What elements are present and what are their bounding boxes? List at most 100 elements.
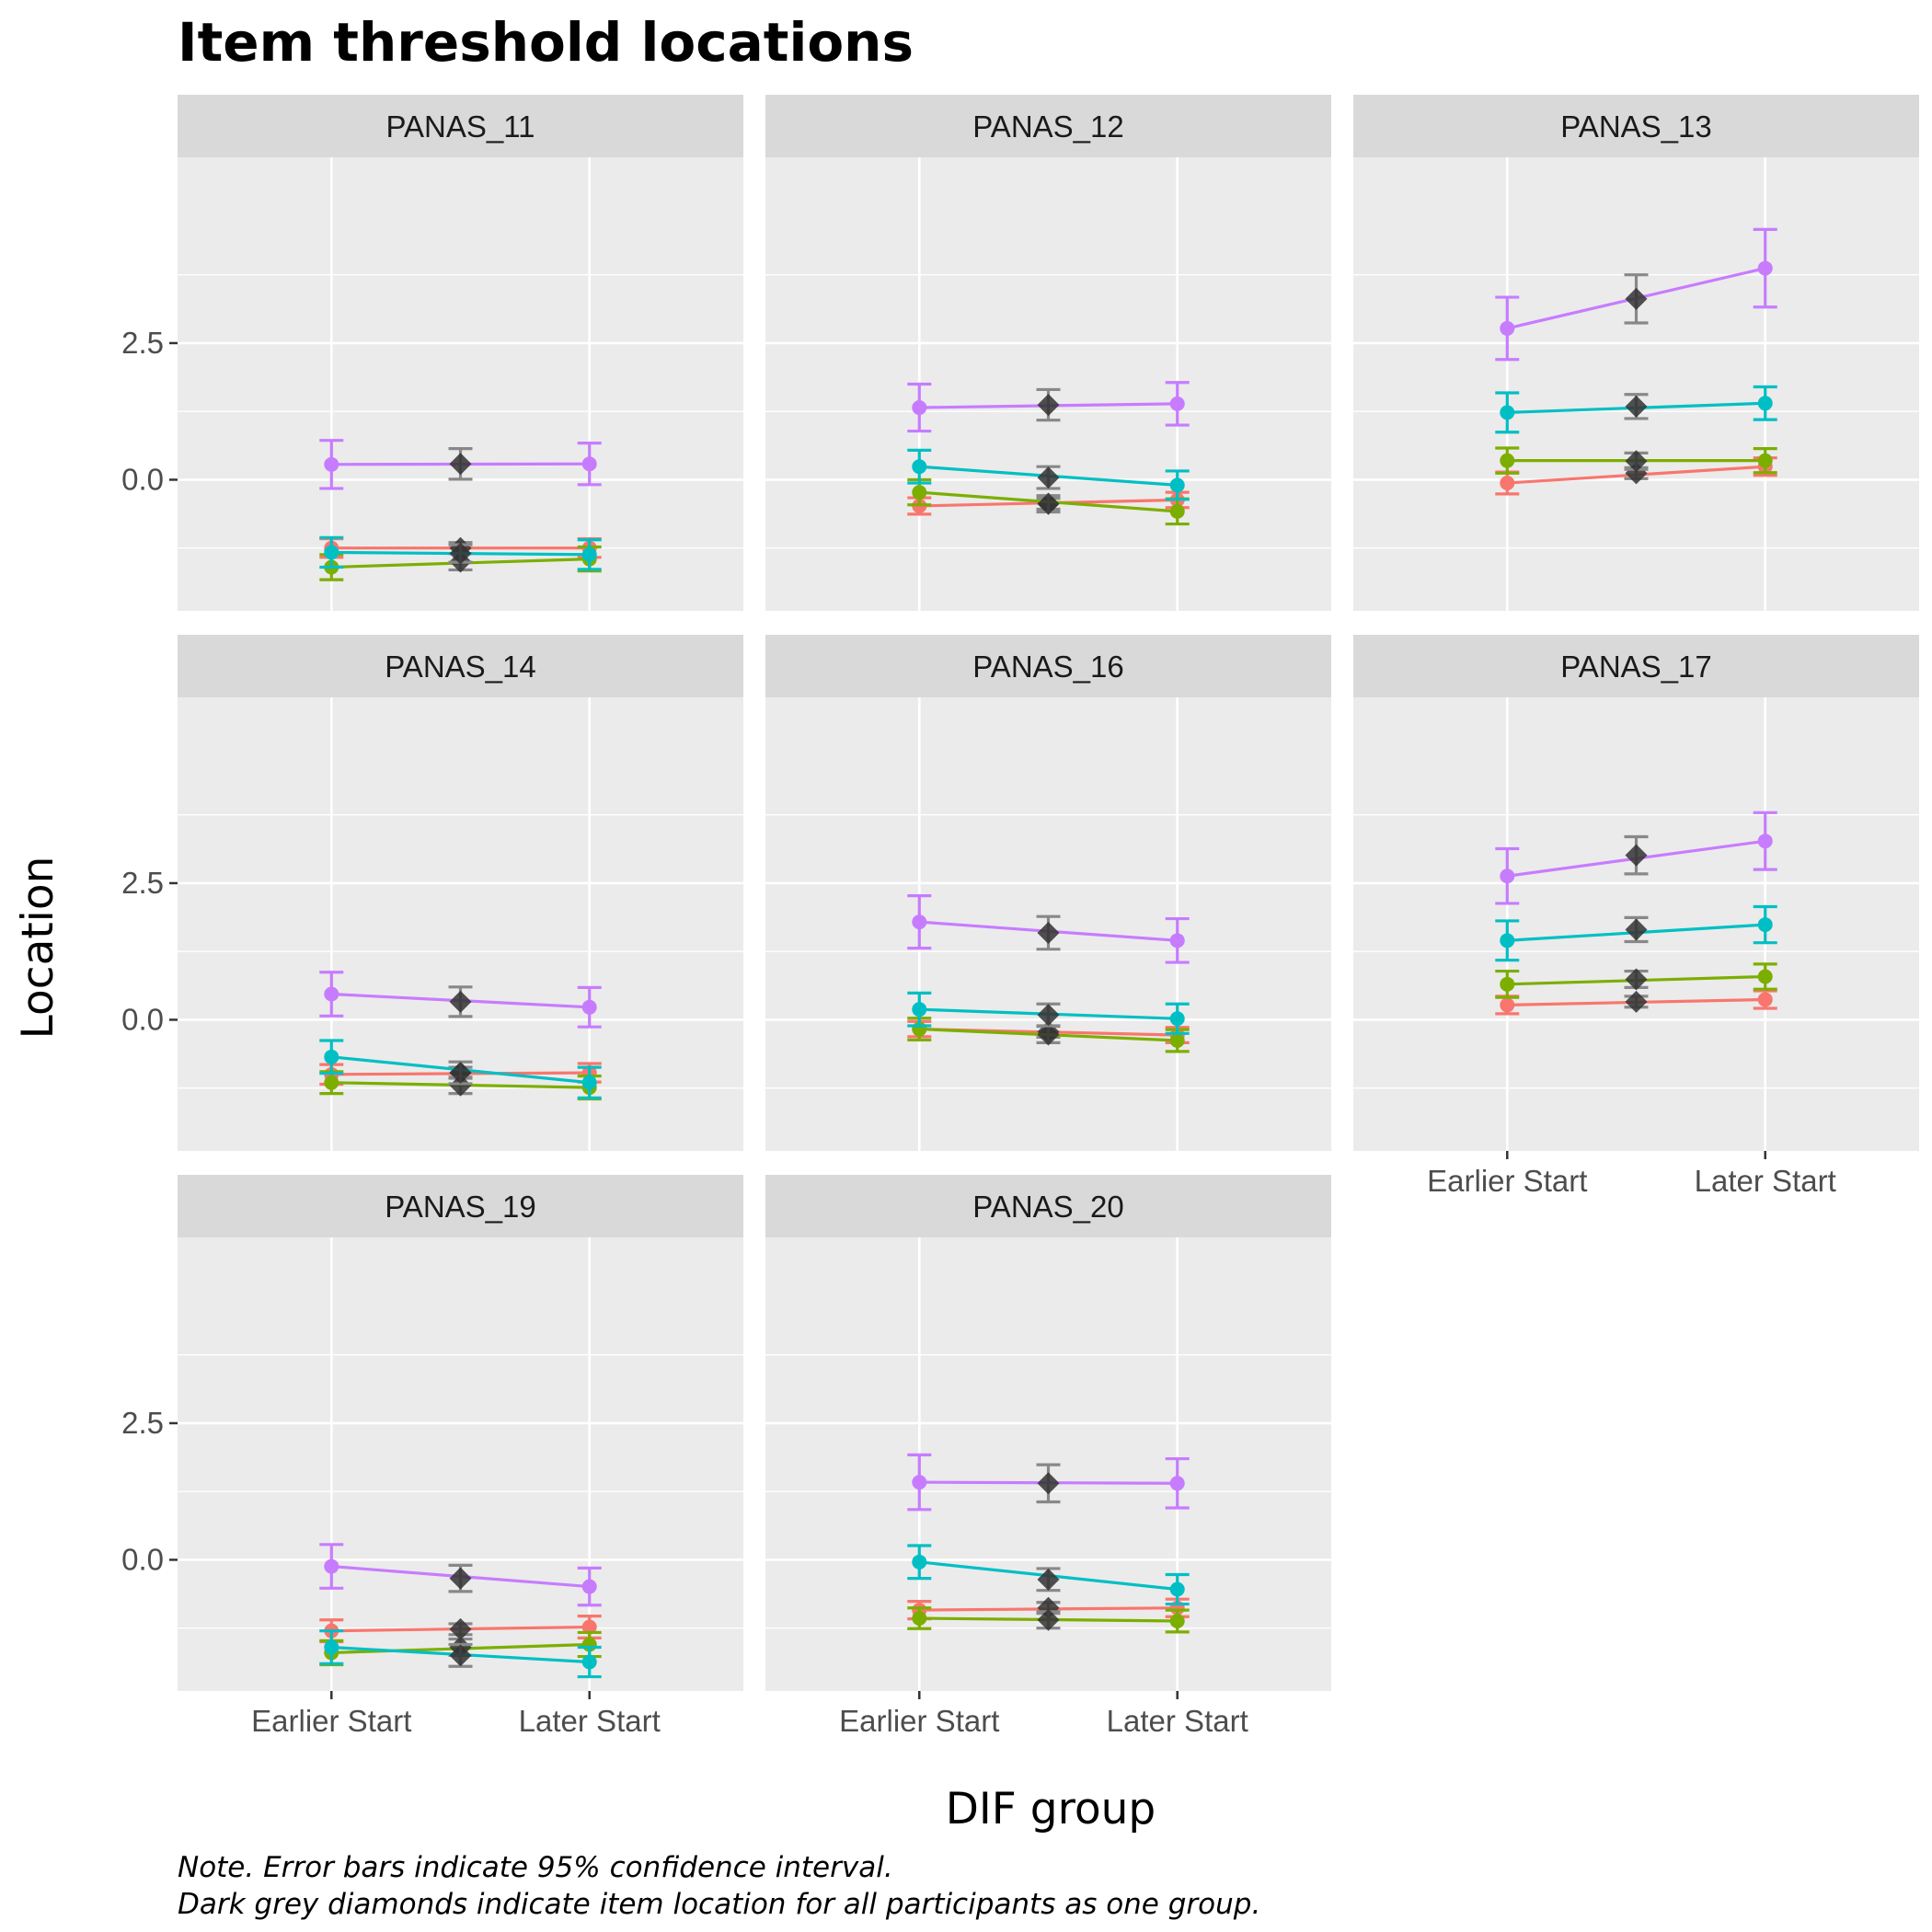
panel-panas-13: PANAS_13 <box>1353 95 1919 611</box>
panel-panas-12: PANAS_12 <box>765 95 1331 611</box>
overall-location <box>1036 387 1061 422</box>
data-point <box>1500 405 1515 420</box>
x-tick-label: Later Start <box>519 1704 661 1738</box>
data-point <box>324 1049 339 1064</box>
panel-panas-19: PANAS_19 <box>178 1175 743 1691</box>
panel-strip <box>1353 95 1919 157</box>
data-point <box>912 459 927 475</box>
data-point <box>1757 969 1773 984</box>
overall-diamond <box>1625 450 1648 473</box>
overall-diamond <box>1037 1608 1060 1631</box>
overall-diamond <box>1037 1472 1060 1495</box>
overall-diamond <box>1037 922 1060 945</box>
data-point <box>324 1639 339 1655</box>
data-point <box>1757 260 1773 276</box>
panel-strip-label: PANAS_19 <box>385 1190 535 1224</box>
threshold-series-1 <box>1495 456 1777 496</box>
panel-strip-label: PANAS_12 <box>972 109 1123 144</box>
overall-diamond <box>449 990 472 1013</box>
data-point <box>1757 834 1773 849</box>
overall-diamond <box>449 1644 472 1667</box>
overall-diamond <box>1625 918 1648 941</box>
data-point <box>1169 1033 1185 1049</box>
data-point <box>324 1075 339 1090</box>
y-axis-panas-14: 0.0 2.5 <box>121 866 178 1036</box>
data-point <box>1169 396 1185 411</box>
overall-diamond <box>1625 844 1648 867</box>
data-point <box>912 400 927 416</box>
data-point <box>1757 917 1773 933</box>
data-point <box>1757 992 1773 1007</box>
threshold-series-4 <box>1495 227 1777 362</box>
threshold-series-4 <box>319 439 602 490</box>
threshold-series-3 <box>319 1629 602 1679</box>
threshold-series-4 <box>907 1453 1190 1512</box>
data-point <box>1757 396 1773 411</box>
x-tick-label: Earlier Start <box>251 1704 411 1738</box>
threshold-series-2 <box>907 477 1190 526</box>
data-point <box>581 1654 597 1670</box>
threshold-series-4 <box>907 894 1190 964</box>
overall-diamond <box>1037 1568 1060 1591</box>
data-point <box>581 1579 597 1594</box>
overall-location <box>1036 1002 1061 1028</box>
panel-strip-label: PANAS_13 <box>1560 109 1711 144</box>
panel-strip <box>765 1175 1331 1237</box>
panel-strip <box>178 1175 743 1237</box>
overall-location <box>1036 914 1061 951</box>
panel-panas-20: PANAS_20 <box>765 1175 1331 1691</box>
chart-title: Item threshold locations <box>178 11 914 74</box>
data-point <box>912 1554 927 1570</box>
data-point <box>324 986 339 1002</box>
overall-location <box>1624 462 1649 485</box>
panel-strip-label: PANAS_16 <box>972 650 1123 684</box>
data-point <box>1500 868 1515 884</box>
overall-location <box>1624 990 1649 1013</box>
data-point <box>1169 1011 1185 1027</box>
threshold-series-4 <box>319 1543 602 1607</box>
y-axis-title: Location <box>13 857 63 1040</box>
data-point <box>1500 453 1515 468</box>
data-point <box>1169 1476 1185 1491</box>
data-point <box>1500 320 1515 336</box>
overall-diamond <box>449 1567 472 1590</box>
x-axes: Earlier Start Later Start Earlier Start Lat… <box>251 1151 1836 1738</box>
overall-diamond <box>1625 395 1648 418</box>
data-point <box>1169 933 1185 949</box>
panel-strip-label: PANAS_20 <box>972 1190 1123 1224</box>
overall-diamond <box>1625 990 1648 1013</box>
threshold-series-1 <box>319 1615 602 1644</box>
data-point <box>581 546 597 562</box>
overall-diamond <box>1625 968 1648 991</box>
data-point <box>581 456 597 472</box>
overall-location <box>1036 1463 1061 1504</box>
data-point <box>1169 477 1185 493</box>
overall-location <box>448 446 473 481</box>
x-tick-label: Earlier Start <box>1427 1164 1587 1198</box>
data-point <box>1169 503 1185 519</box>
panel-strip <box>178 95 743 157</box>
x-axis-panas-17: Earlier Start Later Start <box>1427 1151 1836 1198</box>
data-point <box>324 456 339 472</box>
overall-location <box>1624 834 1649 876</box>
overall-diamond <box>449 1617 472 1640</box>
overall-location <box>1624 915 1649 944</box>
data-point <box>1169 1581 1185 1597</box>
x-tick-label: Later Start <box>1695 1164 1836 1198</box>
overall-diamond <box>449 1074 472 1097</box>
caption-line-2: Dark grey diamonds indicate item locatio… <box>178 1888 1260 1921</box>
x-axis-panas-20: Earlier Start Later Start <box>839 1691 1248 1738</box>
threshold-series-3 <box>319 1039 602 1099</box>
threshold-series-3 <box>1495 385 1777 434</box>
overall-location <box>1624 393 1649 420</box>
caption-line-1: Note. Error bars indicate 95% confidence… <box>178 1851 893 1884</box>
threshold-series-4 <box>907 381 1190 433</box>
panel-strip <box>765 95 1331 157</box>
data-point <box>912 1475 927 1490</box>
overall-location <box>448 1060 473 1086</box>
overall-diamond <box>1037 1596 1060 1619</box>
y-axes: 0.0 2.5 0.0 2.5 0.0 2.5 <box>121 326 178 1576</box>
overall-diamond <box>449 1062 472 1085</box>
panel-panas-11: PANAS_11 <box>178 95 743 611</box>
